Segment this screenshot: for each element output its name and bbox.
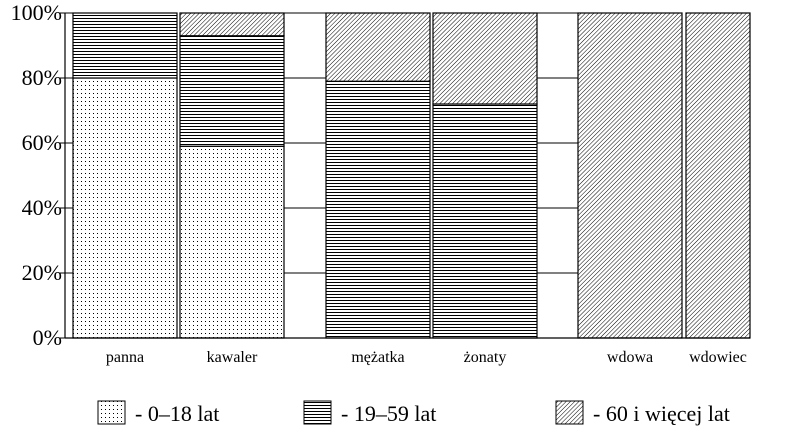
x-tick-labels: panna kawaler mężatka żonaty wdowa wdowiec	[106, 349, 747, 366]
bar-segment-3-wdowa	[577, 12, 683, 339]
bar-segment-3-kawaler	[179, 12, 285, 37]
y-tick-label: 0%	[33, 325, 62, 350]
legend-swatch	[97, 400, 126, 425]
legend-label: - 19–59 lat	[341, 401, 436, 426]
x-tick-label: żonaty	[464, 349, 507, 366]
x-tick-label: wdowa	[607, 349, 653, 366]
bar-segment-2-kawaler	[179, 35, 285, 147]
x-tick-label: mężatka	[351, 349, 404, 366]
legend-label: - 0–18 lat	[135, 401, 219, 426]
bar-segment-3-wdowiec	[685, 12, 751, 339]
y-tick-labels: 0% 20% 40% 60% 80% 100%	[11, 0, 65, 350]
x-tick-label: wdowiec	[689, 349, 747, 366]
bar-segment-1-panna	[72, 77, 178, 339]
legend-swatch	[555, 400, 584, 425]
bar-segment-2-panna	[72, 12, 178, 79]
gridlines	[65, 12, 578, 339]
y-tick-label: 60%	[22, 130, 62, 155]
bars	[72, 12, 751, 339]
y-tick-label: 40%	[22, 195, 62, 220]
legend: - 0–18 lat - 19–59 lat - 60 i więcej lat	[97, 400, 730, 426]
bar-segment-2-żonaty	[432, 103, 538, 339]
bar-segment-3-mężatka	[325, 12, 431, 82]
x-tick-label: kawaler	[207, 349, 258, 366]
y-tick-label: 80%	[22, 65, 62, 90]
legend-swatch	[303, 400, 332, 425]
bar-segment-1-kawaler	[179, 145, 285, 339]
legend-label: - 60 i więcej lat	[593, 401, 730, 426]
bar-segment-3-żonaty	[432, 12, 538, 105]
bar-segment-2-mężatka	[325, 80, 431, 339]
y-tick-label: 100%	[11, 0, 62, 25]
x-tick-label: panna	[106, 349, 144, 366]
y-tick-label: 20%	[22, 260, 62, 285]
